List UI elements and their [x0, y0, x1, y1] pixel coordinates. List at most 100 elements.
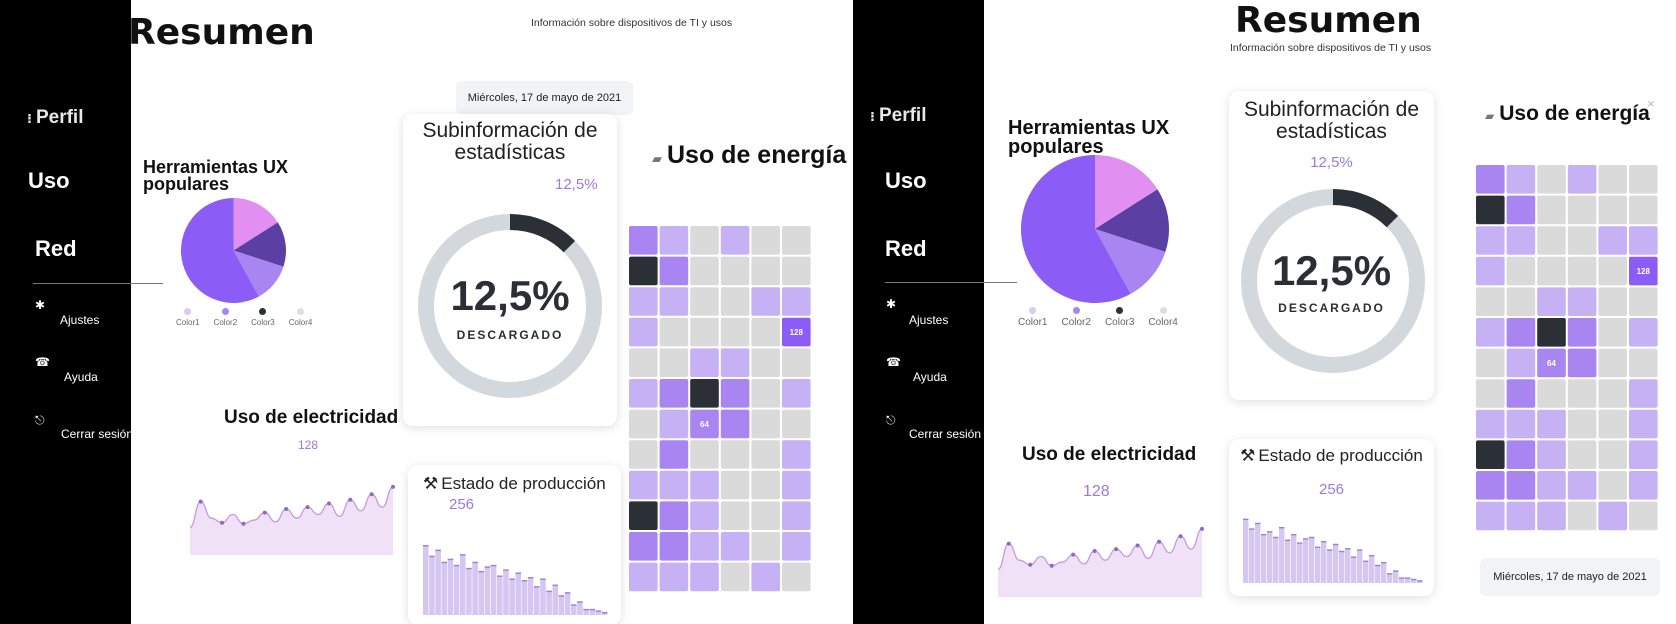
heatmap-cell[interactable]	[629, 287, 658, 316]
heatmap-cell[interactable]	[1629, 318, 1658, 347]
heatmap-cell[interactable]	[629, 226, 658, 255]
close-icon[interactable]: ×	[1647, 96, 1655, 111]
heatmap-cell[interactable]	[690, 256, 719, 286]
heatmap-cell[interactable]	[1506, 471, 1536, 500]
heatmap-cell[interactable]	[1537, 287, 1566, 316]
heatmap-cell[interactable]	[782, 470, 811, 500]
heatmap-cell[interactable]	[751, 287, 780, 316]
heatmap-cell[interactable]	[690, 501, 719, 530]
heatmap-cell[interactable]	[720, 409, 750, 439]
heatmap-cell[interactable]	[1598, 348, 1627, 378]
heatmap-cell[interactable]	[751, 226, 780, 255]
heatmap-cell[interactable]	[659, 470, 689, 500]
heatmap-cell[interactable]	[1506, 318, 1536, 347]
heatmap-cell[interactable]	[1567, 226, 1597, 255]
heatmap-cell[interactable]	[782, 409, 811, 439]
heatmap-cell[interactable]	[1567, 409, 1597, 439]
heatmap-cell[interactable]	[751, 409, 780, 439]
heatmap-cell[interactable]	[1537, 348, 1566, 378]
sidebar-item-cerrar-sesion[interactable]: Cerrar sesión	[909, 427, 982, 441]
heatmap-cell[interactable]	[1476, 379, 1505, 408]
heatmap-cell[interactable]	[690, 379, 719, 408]
heatmap-cell[interactable]	[782, 501, 811, 530]
heatmap-cell[interactable]	[1629, 256, 1658, 286]
heatmap-cell[interactable]	[629, 440, 658, 469]
heatmap-cell[interactable]	[720, 287, 750, 316]
heatmap-cell[interactable]	[690, 440, 719, 469]
heatmap-cell[interactable]	[1506, 409, 1536, 439]
heatmap-cell[interactable]	[690, 409, 719, 439]
heatmap-cell[interactable]	[1629, 348, 1658, 378]
heatmap-cell[interactable]	[1506, 501, 1536, 531]
heatmap-cell[interactable]	[1537, 471, 1566, 500]
heatmap-cell[interactable]	[1506, 256, 1536, 286]
heatmap-cell[interactable]	[690, 348, 719, 377]
sidebar-item-uso[interactable]: Uso	[28, 168, 70, 193]
heatmap-cell[interactable]	[1598, 318, 1627, 347]
heatmap-cell[interactable]	[1598, 256, 1627, 286]
heatmap-cell[interactable]	[1506, 165, 1536, 194]
heatmap-cell[interactable]	[1629, 501, 1658, 531]
heatmap-cell[interactable]	[1506, 348, 1536, 378]
heatmap-cell[interactable]	[720, 532, 750, 561]
heatmap-cell[interactable]	[1567, 195, 1597, 225]
sidebar-item-cerrar-sesion[interactable]: Cerrar sesión	[61, 427, 131, 441]
heatmap-cell[interactable]	[629, 317, 658, 347]
sidebar-item-red[interactable]: Red	[35, 236, 77, 261]
heatmap-cell[interactable]	[1537, 501, 1566, 531]
heatmap-cell[interactable]	[1476, 409, 1505, 439]
heatmap-cell[interactable]	[751, 317, 780, 347]
heatmap-cell[interactable]	[751, 562, 780, 592]
heatmap-cell[interactable]	[720, 226, 750, 255]
heatmap-cell[interactable]	[1629, 440, 1658, 469]
heatmap-cell[interactable]	[720, 317, 750, 347]
heatmap-cell[interactable]	[690, 470, 719, 500]
heatmap-cell[interactable]	[751, 532, 780, 561]
heatmap-cell[interactable]	[690, 287, 719, 316]
heatmap-cell[interactable]	[720, 440, 750, 469]
heatmap-cell[interactable]	[1598, 226, 1627, 255]
heatmap-cell[interactable]	[751, 440, 780, 469]
heatmap-cell[interactable]	[659, 532, 689, 561]
heatmap-cell[interactable]	[782, 379, 811, 408]
heatmap-cell[interactable]	[1537, 318, 1566, 347]
heatmap-cell[interactable]	[659, 287, 689, 316]
heatmap-cell[interactable]	[1567, 287, 1597, 316]
heatmap-cell[interactable]	[720, 348, 750, 377]
heatmap-cell[interactable]	[629, 409, 658, 439]
heatmap-cell[interactable]	[1506, 226, 1536, 255]
heatmap-cell[interactable]	[782, 440, 811, 469]
heatmap-cell[interactable]	[720, 379, 750, 408]
heatmap-cell[interactable]	[1506, 379, 1536, 408]
heatmap-cell[interactable]	[659, 562, 689, 592]
heatmap-cell[interactable]	[690, 532, 719, 561]
heatmap-cell[interactable]	[720, 256, 750, 286]
sidebar-item-ajustes[interactable]: Ajustes	[60, 313, 100, 327]
heatmap-cell[interactable]	[751, 501, 780, 530]
heatmap-cell[interactable]	[1506, 195, 1536, 225]
heatmap-cell[interactable]	[1567, 379, 1597, 408]
heatmap-cell[interactable]	[1476, 501, 1505, 531]
heatmap-cell[interactable]	[782, 317, 811, 347]
heatmap-cell[interactable]	[1598, 195, 1627, 225]
heatmap-cell[interactable]	[1598, 165, 1627, 194]
heatmap-cell[interactable]	[629, 379, 658, 408]
heatmap-cell[interactable]	[1598, 287, 1627, 316]
heatmap-cell[interactable]	[1567, 256, 1597, 286]
heatmap-cell[interactable]	[1567, 348, 1597, 378]
heatmap-cell[interactable]	[1629, 471, 1658, 500]
heatmap-cell[interactable]	[659, 501, 689, 530]
heatmap-cell[interactable]	[751, 470, 780, 500]
heatmap-cell[interactable]	[751, 256, 780, 286]
heatmap-cell[interactable]	[1506, 440, 1536, 469]
heatmap-cell[interactable]	[1537, 165, 1566, 194]
heatmap-cell[interactable]	[690, 562, 719, 592]
heatmap-cell[interactable]	[1476, 256, 1505, 286]
heatmap-cell[interactable]	[1537, 256, 1566, 286]
heatmap-cell[interactable]	[1598, 501, 1627, 531]
heatmap-cell[interactable]	[1629, 287, 1658, 316]
heatmap-cell[interactable]	[1629, 165, 1658, 194]
sidebar-item-red[interactable]: Red	[885, 236, 927, 261]
heatmap-cell[interactable]	[751, 379, 780, 408]
heatmap-cell[interactable]	[1629, 379, 1658, 408]
